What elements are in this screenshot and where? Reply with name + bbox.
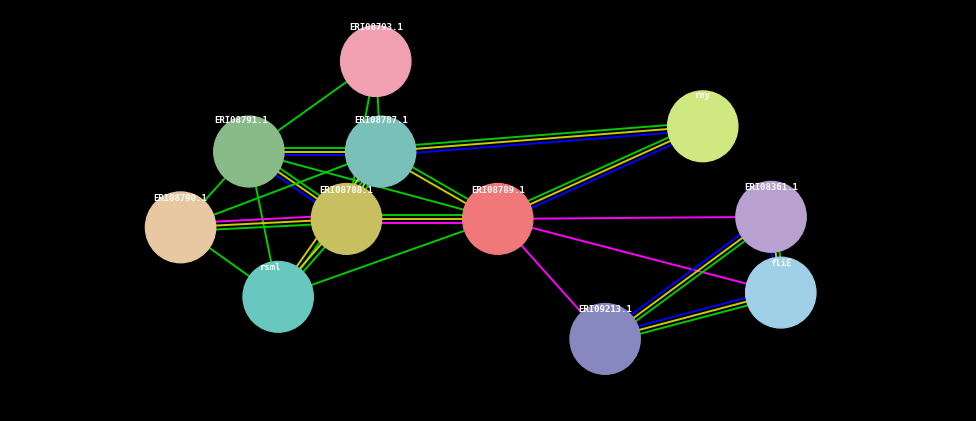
Text: ERI08789.1: ERI08789.1: [470, 186, 525, 195]
Ellipse shape: [243, 261, 313, 332]
Ellipse shape: [736, 181, 806, 252]
Text: rny: rny: [695, 91, 711, 100]
Text: ERI08791.1: ERI08791.1: [214, 117, 268, 125]
Ellipse shape: [668, 91, 738, 162]
Text: ERI08788.1: ERI08788.1: [319, 186, 374, 195]
Ellipse shape: [463, 184, 533, 254]
Ellipse shape: [570, 304, 640, 374]
Ellipse shape: [311, 184, 382, 254]
Text: ERI08787.1: ERI08787.1: [353, 117, 408, 125]
Ellipse shape: [214, 116, 284, 187]
Text: ERI08793.1: ERI08793.1: [348, 24, 403, 32]
Ellipse shape: [346, 116, 416, 187]
Ellipse shape: [145, 192, 216, 263]
Text: rsml: rsml: [260, 264, 281, 272]
Ellipse shape: [746, 257, 816, 328]
Text: ERI08790.1: ERI08790.1: [153, 194, 208, 203]
Text: ERI08361.1: ERI08361.1: [744, 184, 798, 192]
Text: ERI09213.1: ERI09213.1: [578, 306, 632, 314]
Text: fliE: fliE: [770, 259, 792, 268]
Ellipse shape: [341, 26, 411, 96]
